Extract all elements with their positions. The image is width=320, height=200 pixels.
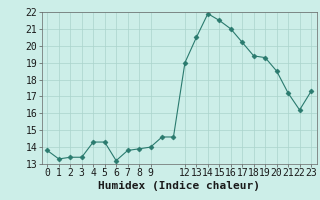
X-axis label: Humidex (Indice chaleur): Humidex (Indice chaleur) bbox=[98, 181, 260, 191]
